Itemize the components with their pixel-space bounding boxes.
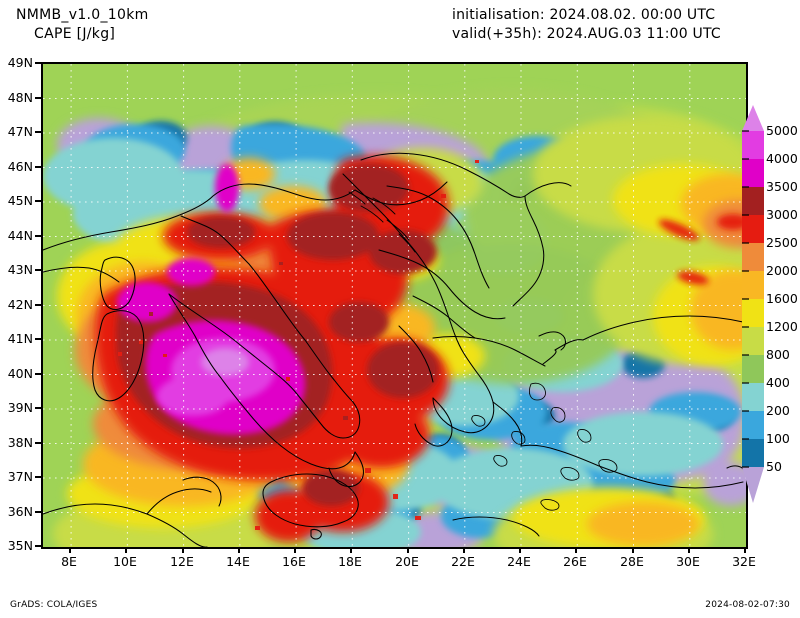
lat-label: 47N	[7, 124, 33, 139]
model-name: NMMB_v1.0_10km	[16, 7, 149, 23]
lat-tick	[35, 200, 41, 202]
lon-tick	[294, 547, 296, 553]
colorbar-level-label: 2000	[766, 263, 798, 278]
lat-label: 44N	[7, 228, 33, 243]
lon-tick	[182, 547, 184, 553]
colorbar-level-label: 400	[766, 375, 790, 390]
lat-tick	[35, 131, 41, 133]
colorbar-level-label: 1200	[766, 319, 798, 334]
colorbar-level-label: 800	[766, 347, 790, 362]
header-right-block: initialisation: 2024.08.02. 00:00 UTC va…	[452, 6, 721, 44]
lat-tick	[35, 407, 41, 409]
lat-label: 41N	[7, 331, 33, 346]
valid-time: valid(+35h): 2024.AUG.03 11:00 UTC	[452, 26, 721, 42]
lat-tick	[35, 476, 41, 478]
lon-tick	[463, 547, 465, 553]
variable-name: CAPE [J/kg]	[34, 26, 116, 42]
lat-tick	[35, 373, 41, 375]
lat-tick	[35, 304, 41, 306]
lat-label: 48N	[7, 90, 33, 105]
lon-label: 28E	[620, 554, 644, 569]
lon-label: 30E	[676, 554, 700, 569]
map-gridlines	[43, 64, 746, 547]
colorbar-level-label: 1600	[766, 291, 798, 306]
colorbar-level-label: 5000	[766, 123, 798, 138]
header: NMMB_v1.0_10km CAPE [J/kg] initialisatio…	[0, 0, 800, 56]
lon-label: 22E	[451, 554, 475, 569]
lon-label: 12E	[170, 554, 194, 569]
lon-label: 16E	[282, 554, 306, 569]
lat-tick	[35, 545, 41, 547]
lon-tick	[350, 547, 352, 553]
lon-label: 8E	[61, 554, 77, 569]
lon-label: 32E	[732, 554, 756, 569]
lon-label: 26E	[563, 554, 587, 569]
colorbar-level-label: 50	[766, 459, 782, 474]
lat-label: 38N	[7, 435, 33, 450]
lon-tick	[688, 547, 690, 553]
lat-label: 42N	[7, 297, 33, 312]
colorbar-swatches	[742, 105, 764, 503]
colorbar-level-label: 100	[766, 431, 790, 446]
cape-heatmap[interactable]	[43, 64, 746, 547]
colorbar-level-label: 4000	[766, 151, 798, 166]
lon-label: 18E	[338, 554, 362, 569]
lat-label: 43N	[7, 262, 33, 277]
render-timestamp: 2024-08-02-07:30	[705, 600, 790, 610]
lon-label: 14E	[226, 554, 250, 569]
colorbar-level-label: 3000	[766, 207, 798, 222]
lon-tick	[125, 547, 127, 553]
lon-label: 10E	[113, 554, 137, 569]
lat-tick	[35, 62, 41, 64]
lon-tick	[519, 547, 521, 553]
colorbar[interactable]: 5000 4000 3500 3000 2500 2000 1600 1200 800 400 20…	[742, 105, 800, 503]
lon-tick	[744, 547, 746, 553]
initialisation-time: initialisation: 2024.08.02. 00:00 UTC	[452, 7, 716, 23]
lat-tick	[35, 97, 41, 99]
colorbar-level-label: 3500	[766, 179, 798, 194]
lat-tick	[35, 269, 41, 271]
lat-label: 40N	[7, 366, 33, 381]
lon-label: 20E	[395, 554, 419, 569]
lat-label: 37N	[7, 469, 33, 484]
lat-label: 39N	[7, 400, 33, 415]
colorbar-level-label: 200	[766, 403, 790, 418]
header-left-block: NMMB_v1.0_10km CAPE [J/kg]	[16, 6, 149, 44]
lat-tick	[35, 166, 41, 168]
map-panel[interactable]	[41, 62, 748, 549]
lon-tick	[407, 547, 409, 553]
lon-tick	[575, 547, 577, 553]
lat-tick	[35, 235, 41, 237]
lat-tick	[35, 511, 41, 513]
lon-tick	[632, 547, 634, 553]
lat-label: 46N	[7, 159, 33, 174]
footer: GrADS: COLA/IGES 2024-08-02-07:30	[0, 600, 800, 618]
colorbar-level-label: 2500	[766, 235, 798, 250]
lat-label: 35N	[7, 538, 33, 553]
lat-label: 36N	[7, 504, 33, 519]
lon-label: 24E	[507, 554, 531, 569]
lat-label: 49N	[7, 55, 33, 70]
lat-tick	[35, 338, 41, 340]
coastline-overlay	[43, 152, 746, 547]
lon-tick	[238, 547, 240, 553]
grads-credit: GrADS: COLA/IGES	[10, 600, 98, 610]
lon-tick	[69, 547, 71, 553]
lat-tick	[35, 442, 41, 444]
lat-label: 45N	[7, 193, 33, 208]
